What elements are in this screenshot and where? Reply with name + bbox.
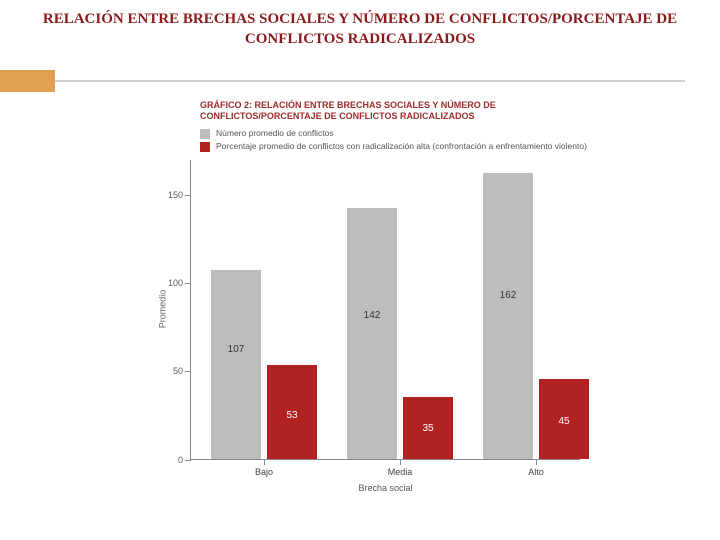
bar-value-label: 107	[211, 344, 261, 355]
chart-title-line1: GRÁFICO 2: RELACIÓN ENTRE BRECHAS SOCIAL…	[200, 100, 496, 110]
bar-series1	[347, 208, 397, 459]
bar-value-label: 53	[267, 410, 317, 421]
y-tick	[185, 371, 191, 372]
y-tick-label: 0	[178, 455, 183, 465]
y-tick	[185, 460, 191, 461]
bar-value-label: 45	[539, 416, 589, 427]
y-tick	[185, 283, 191, 284]
chart-plot: Promedio Brecha social 05010015010753Baj…	[190, 160, 580, 460]
chart-title-line2: CONFLICTOS/PORCENTAJE DE CONFLICTOS RADI…	[200, 111, 475, 121]
x-tick	[536, 459, 537, 465]
chart-container: GRÁFICO 2: RELACIÓN ENTRE BRECHAS SOCIAL…	[130, 100, 610, 520]
bar-series1	[211, 270, 261, 459]
legend-swatch-1	[200, 129, 210, 139]
rule-line	[55, 80, 685, 82]
y-tick-label: 50	[173, 366, 183, 376]
accent-bar	[0, 70, 55, 92]
x-tick-label: Media	[388, 467, 413, 477]
legend-swatch-2	[200, 142, 210, 152]
y-tick-label: 150	[168, 190, 183, 200]
chart-title: GRÁFICO 2: RELACIÓN ENTRE BRECHAS SOCIAL…	[130, 100, 610, 122]
x-tick-label: Alto	[528, 467, 544, 477]
bar-value-label: 35	[403, 423, 453, 434]
bar-value-label: 162	[483, 290, 533, 301]
x-tick	[264, 459, 265, 465]
x-axis-label: Brecha social	[358, 483, 412, 493]
y-tick	[185, 195, 191, 196]
x-tick	[400, 459, 401, 465]
legend-label-2: Porcentaje promedio de conflictos con ra…	[216, 141, 587, 151]
y-axis-label: Promedio	[157, 290, 167, 329]
legend-row-series1: Número promedio de conflictos	[200, 128, 610, 139]
chart-legend: Número promedio de conflictos Porcentaje…	[130, 122, 610, 160]
bar-value-label: 142	[347, 310, 397, 321]
legend-row-series2: Porcentaje promedio de conflictos con ra…	[200, 141, 610, 152]
slide-title: RELACIÓN ENTRE BRECHAS SOCIALES Y NÚMERO…	[0, 0, 720, 53]
bar-series1	[483, 173, 533, 459]
legend-label-1: Número promedio de conflictos	[216, 128, 334, 138]
x-tick-label: Bajo	[255, 467, 273, 477]
y-tick-label: 100	[168, 278, 183, 288]
